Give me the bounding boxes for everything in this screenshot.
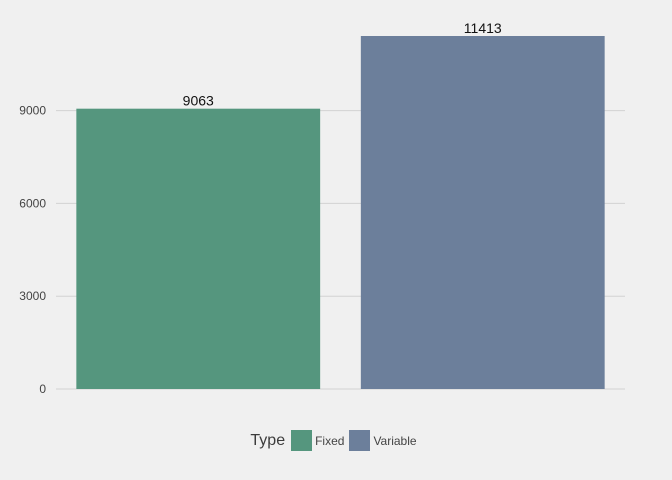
legend-label-variable: Variable [373,433,417,448]
legend: Type Fixed Variable [0,430,672,451]
legend-swatch-fixed [291,430,313,451]
legend-title: Type [250,431,286,449]
bar-fixed [76,108,321,389]
y-tick-label: 3000 [19,289,46,303]
legend-item-fixed: Fixed [291,430,344,451]
data-label-variable: 11413 [464,20,502,36]
legend-item-variable: Variable [349,430,417,451]
data-label-fixed: 9063 [183,93,214,109]
y-tick-label: 9000 [19,104,46,118]
y-tick-label: 6000 [19,196,46,210]
legend-label-fixed: Fixed [315,433,345,448]
y-tick-label: 0 [39,382,46,396]
bar-variable [360,36,605,389]
legend-swatch-variable [349,430,371,451]
